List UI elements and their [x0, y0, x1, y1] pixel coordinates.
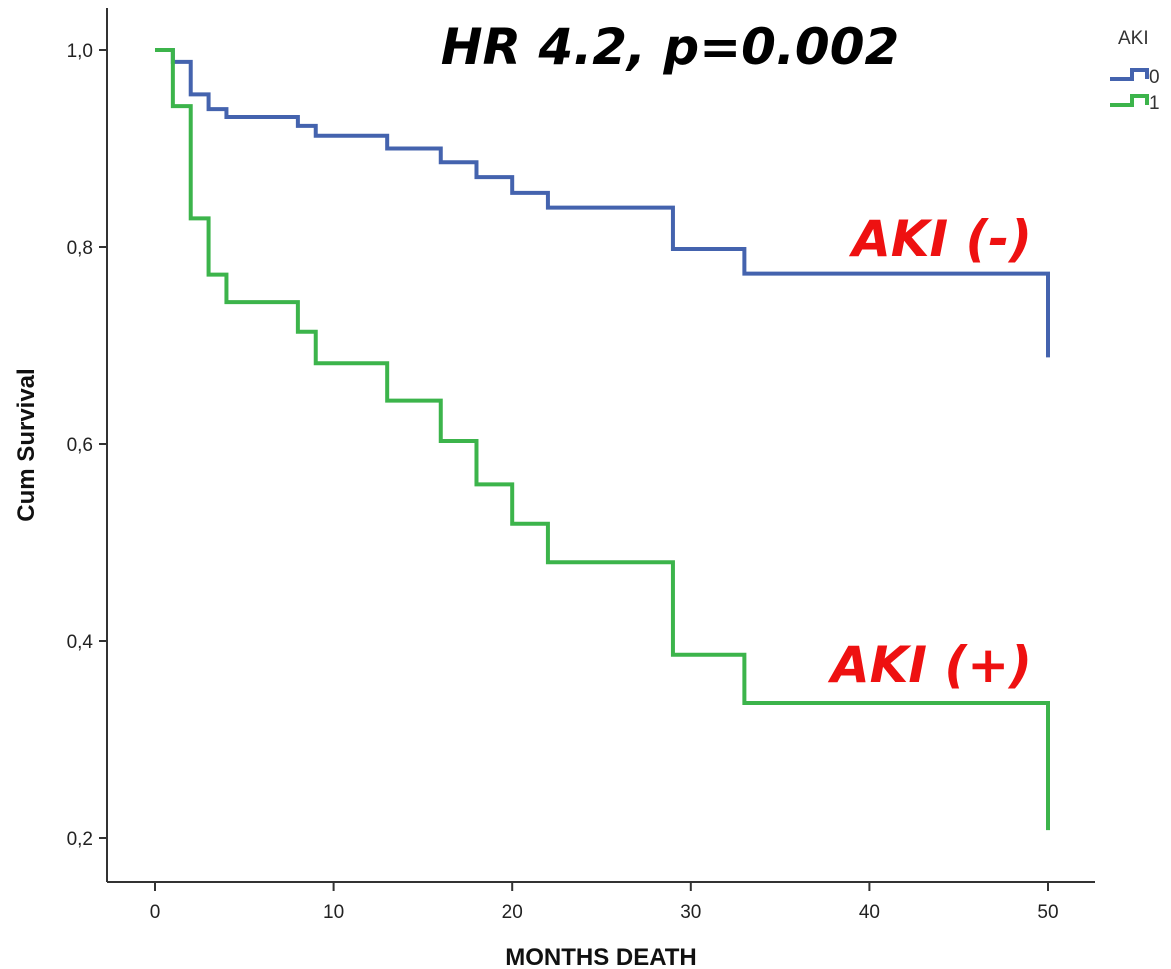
series-layer [155, 48, 1050, 831]
y-tick-label: 0,8 [67, 238, 93, 259]
survival-curve-aki-1 [155, 48, 1050, 831]
legend-swatch-0 [1110, 68, 1149, 81]
y-tick-label: 0,2 [67, 829, 93, 850]
survival-curve-aki-0 [155, 48, 1050, 358]
aki-positive-label: AKI (+) [827, 636, 1032, 694]
x-tick-label: 50 [1037, 902, 1058, 923]
x-tick-label: 40 [859, 902, 880, 923]
x-tick-label: 20 [502, 902, 523, 923]
y-tick-label: 0,4 [67, 632, 94, 653]
x-axis-title: MONTHS DEATH [505, 944, 697, 969]
y-tick-label: 1,0 [67, 41, 93, 62]
legend-entry-0: 0 [1110, 67, 1160, 88]
y-axis-title: Cum Survival [13, 368, 40, 521]
axes [106, 8, 1095, 883]
hr-annotation: HR 4.2, p=0.002 [441, 18, 900, 76]
legend-entry-1: 1 [1110, 93, 1160, 114]
aki-negative-label: AKI (-) [848, 210, 1032, 268]
x-tick-label: 0 [150, 902, 161, 923]
x-tick-label: 30 [680, 902, 701, 923]
legend-label-1: 1 [1149, 93, 1160, 114]
legend: AKI 0 1 [1110, 28, 1160, 114]
y-ticks: 0,2 0,4 0,6 0,8 1,0 [67, 41, 107, 850]
legend-swatch-1 [1110, 94, 1149, 107]
y-tick-label: 0,6 [67, 435, 93, 456]
legend-title: AKI [1118, 28, 1149, 49]
legend-label-0: 0 [1149, 67, 1160, 88]
x-tick-label: 10 [323, 902, 344, 923]
x-ticks: 0 10 20 30 40 50 [150, 882, 1059, 923]
